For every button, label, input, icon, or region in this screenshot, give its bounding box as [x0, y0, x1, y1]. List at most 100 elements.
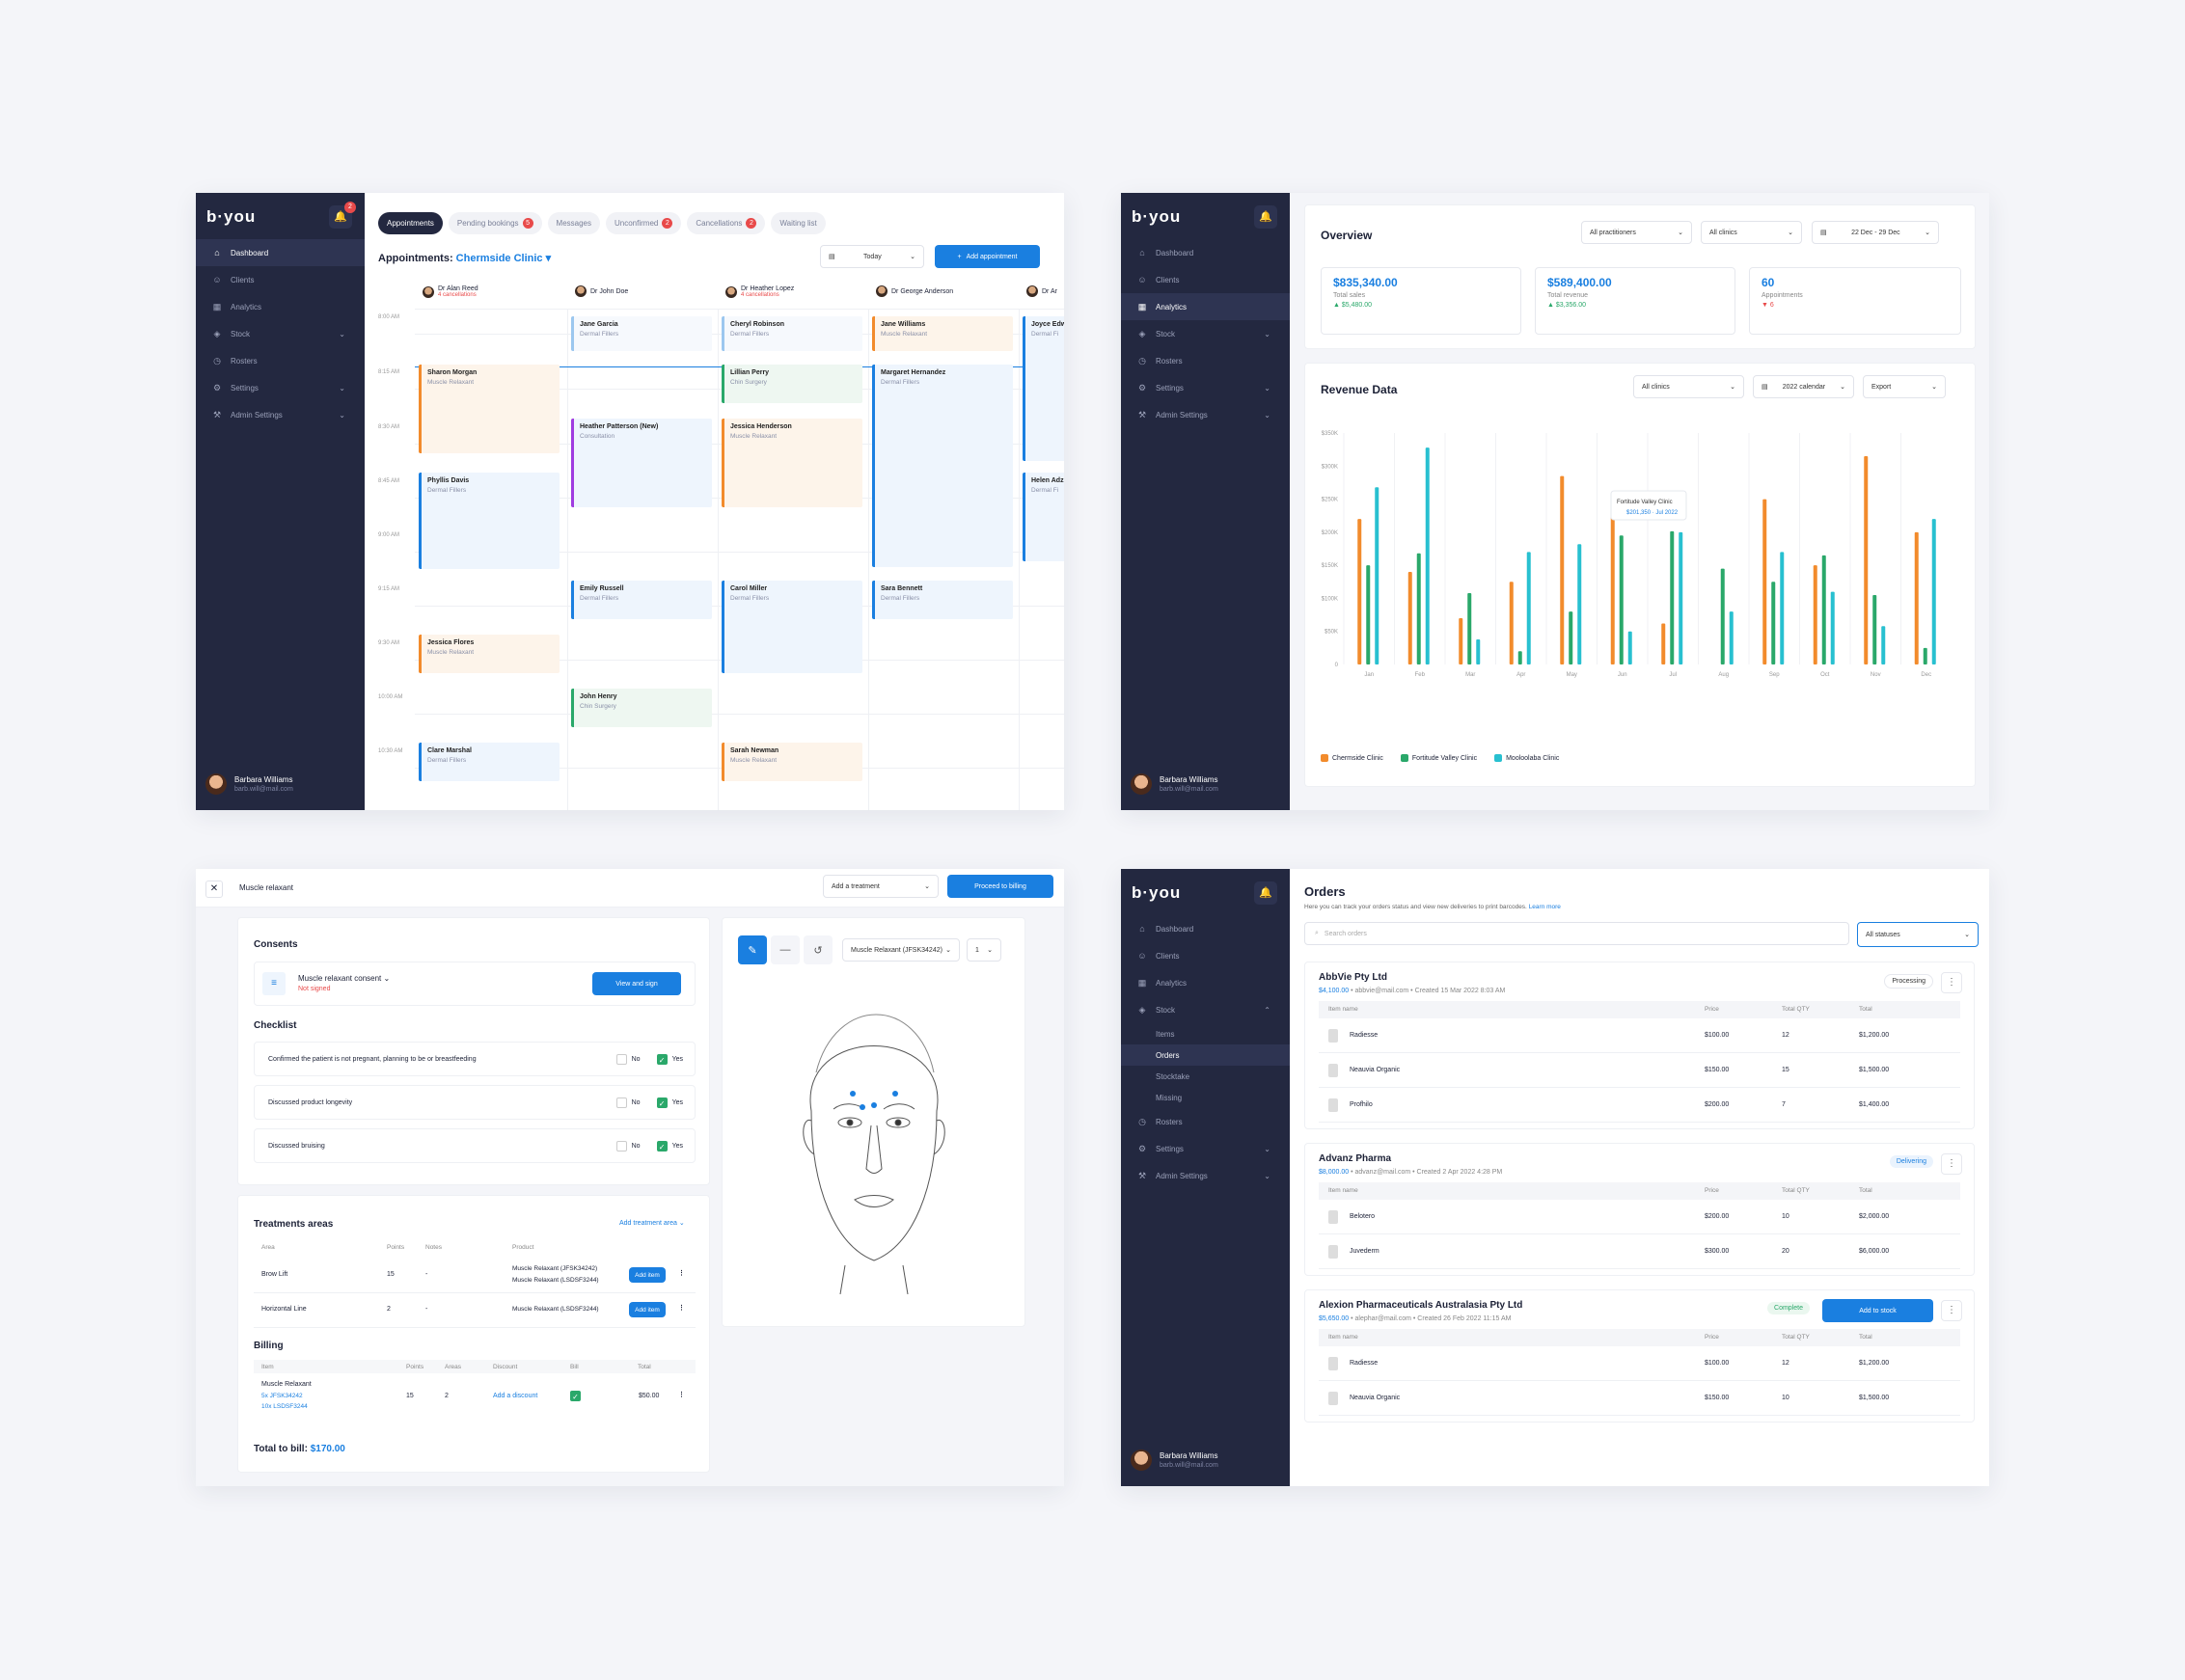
nav-stocktake[interactable]: Stocktake	[1121, 1066, 1290, 1087]
nav-stock[interactable]: ◈ Stock ⌃	[1121, 996, 1290, 1023]
more-options-button[interactable]: ⋮	[1941, 972, 1962, 993]
nav-clients[interactable]: ☺ Clients	[196, 266, 365, 293]
nav-clients[interactable]: ☺ Clients	[1121, 942, 1290, 969]
kebab-icon[interactable]: ⋮	[678, 1392, 685, 1398]
appointment-card[interactable]: Jane Williams Muscle Relaxant	[872, 316, 1013, 351]
line-tool-button[interactable]: —	[771, 935, 800, 964]
nav-dashboard[interactable]: ⌂ Dashboard	[1121, 915, 1290, 942]
clinic-select[interactable]: All clinics ⌄	[1701, 221, 1802, 244]
user-profile[interactable]: Barbara Williams barb.will@mail.com	[1131, 773, 1218, 795]
nav-stock[interactable]: ◈ Stock ⌄	[196, 320, 365, 347]
nav-missing[interactable]: Missing	[1121, 1087, 1290, 1108]
tab-1[interactable]: Pending bookings 5	[448, 212, 542, 234]
add-discount-link[interactable]: Add a discount	[493, 1393, 538, 1399]
appointment-card[interactable]: Sharon Morgan Muscle Relaxant	[419, 365, 560, 453]
no-checkbox[interactable]	[615, 1140, 627, 1152]
tab-2[interactable]: Messages	[547, 212, 600, 234]
kebab-icon[interactable]: ⋮	[678, 1305, 685, 1312]
more-options-button[interactable]: ⋮	[1941, 1153, 1962, 1175]
no-checkbox[interactable]	[615, 1097, 627, 1108]
yes-checkbox[interactable]: ✓	[656, 1097, 668, 1108]
appointment-card[interactable]: Sarah Newman Muscle Relaxant	[722, 743, 862, 781]
appointment-card[interactable]: Joyce Edw Dermal Fi	[1023, 316, 1064, 461]
nav-settings[interactable]: ⚙ Settings ⌄	[196, 374, 365, 401]
notification-button[interactable]: 🔔 2	[329, 202, 356, 229]
nav-admin-settings[interactable]: ⚒ Admin Settings ⌄	[1121, 1162, 1290, 1189]
nav-rosters[interactable]: ◷ Rosters	[1121, 347, 1290, 374]
more-options-button[interactable]: ⋮	[1941, 1300, 1962, 1321]
nav-admin-settings[interactable]: ⚒ Admin Settings ⌄	[1121, 401, 1290, 428]
nav-analytics[interactable]: ▦ Analytics	[196, 293, 365, 320]
product-select[interactable]: Muscle Relaxant (JFSK34242) ⌄	[842, 938, 960, 962]
close-icon[interactable]: ✕	[205, 881, 223, 898]
appointment-card[interactable]: Cheryl Robinson Dermal Fillers	[722, 316, 862, 351]
area-product[interactable]: Muscle Relaxant (LSDSF3244)	[512, 1277, 599, 1284]
nav-dashboard[interactable]: ⌂ Dashboard	[196, 239, 365, 266]
appointment-card[interactable]: Lillian Perry Chin Surgery	[722, 365, 862, 403]
tab-0[interactable]: Appointments	[378, 212, 443, 234]
appointment-card[interactable]: Jane Garcia Dermal Fillers	[571, 316, 712, 351]
search-input[interactable]: ⌕ Search orders	[1304, 922, 1849, 945]
no-checkbox[interactable]	[615, 1053, 627, 1065]
area-product[interactable]: Muscle Relaxant (JFSK34242)	[512, 1265, 598, 1272]
tab-5[interactable]: Waiting list	[771, 212, 826, 234]
nav-rosters[interactable]: ◷ Rosters	[196, 347, 365, 374]
quantity-select[interactable]: 1 ⌄	[967, 938, 1001, 962]
appointment-card[interactable]: Emily Russell Dermal Fillers	[571, 581, 712, 619]
undo-button[interactable]: ↺	[804, 935, 833, 964]
revenue-clinic-select[interactable]: All clinics ⌄	[1633, 375, 1744, 398]
consent-name[interactable]: Muscle relaxant consent ⌄	[298, 974, 390, 983]
status-filter-select[interactable]: All statuses ⌄	[1857, 922, 1979, 947]
view-and-sign-button[interactable]: View and sign	[592, 972, 681, 995]
nav-analytics[interactable]: ▦ Analytics	[1121, 969, 1290, 996]
proceed-to-billing-button[interactable]: Proceed to billing	[947, 875, 1053, 898]
appointment-card[interactable]: Jessica Flores Muscle Relaxant	[419, 635, 560, 673]
chevron-down-icon: ⌄	[1964, 932, 1970, 938]
add-item-button[interactable]: Add item	[629, 1267, 666, 1283]
date-range-select[interactable]: ▤ 22 Dec - 29 Dec ⌄	[1812, 221, 1939, 244]
bill-checkbox[interactable]: ✓	[570, 1391, 581, 1401]
nav-settings[interactable]: ⚙ Settings ⌄	[1121, 1135, 1290, 1162]
x-tick-label: Sep	[1769, 672, 1780, 678]
add-appointment-button[interactable]: + Add appointment	[935, 245, 1040, 268]
appointment-card[interactable]: Helen Adz Dermal Fi	[1023, 473, 1064, 561]
nav-settings[interactable]: ⚙ Settings ⌄	[1121, 374, 1290, 401]
nav-analytics[interactable]: ▦ Analytics	[1121, 293, 1290, 320]
clinic-selector[interactable]: Chermside Clinic	[455, 253, 543, 264]
nav-items[interactable]: Items	[1121, 1023, 1290, 1044]
nav-clients[interactable]: ☺ Clients	[1121, 266, 1290, 293]
notification-button[interactable]: 🔔	[1254, 205, 1277, 229]
learn-more-link[interactable]: Learn more	[1528, 904, 1561, 910]
add-treatment-area-link[interactable]: Add treatment area ⌄	[619, 1219, 685, 1227]
appointment-card[interactable]: Heather Patterson (New) Consultation	[571, 419, 712, 507]
tab-3[interactable]: Unconfirmed 2	[606, 212, 682, 234]
appointment-card[interactable]: Sara Bennett Dermal Fillers	[872, 581, 1013, 619]
appointment-card[interactable]: John Henry Chin Surgery	[571, 689, 712, 727]
export-button[interactable]: Export ⌄	[1863, 375, 1946, 398]
add-treatment-select[interactable]: Add a treatment ⌄	[823, 875, 939, 898]
tab-4[interactable]: Cancellations 2	[687, 212, 766, 234]
user-profile[interactable]: Barbara Williams barb.will@mail.com	[205, 773, 293, 795]
user-profile[interactable]: Barbara Williams barb.will@mail.com	[1131, 1450, 1218, 1471]
yes-checkbox[interactable]: ✓	[656, 1140, 668, 1152]
pen-tool-button[interactable]: ✎	[738, 935, 767, 964]
practitioner-select[interactable]: All practitioners ⌄	[1581, 221, 1692, 244]
appointment-card[interactable]: Margaret Hernandez Dermal Fillers	[872, 365, 1013, 567]
yes-checkbox[interactable]: ✓	[656, 1053, 668, 1065]
area-product[interactable]: Muscle Relaxant (LSDSF3244)	[512, 1306, 599, 1313]
add-to-stock-button[interactable]: Add to stock	[1822, 1299, 1933, 1322]
nav-orders[interactable]: Orders	[1121, 1044, 1290, 1066]
nav-stock[interactable]: ◈ Stock ⌄	[1121, 320, 1290, 347]
kebab-icon[interactable]: ⋮	[678, 1270, 685, 1277]
date-select[interactable]: ▤ Today ⌄	[820, 245, 924, 268]
nav-admin-settings[interactable]: ⚒ Admin Settings ⌄	[196, 401, 365, 428]
appointment-card[interactable]: Phyllis Davis Dermal Fillers	[419, 473, 560, 569]
appointment-card[interactable]: Clare Marshal Dermal Fillers	[419, 743, 560, 781]
nav-dashboard[interactable]: ⌂ Dashboard	[1121, 239, 1290, 266]
appointment-card[interactable]: Carol Miller Dermal Fillers	[722, 581, 862, 673]
calendar-select[interactable]: ▤ 2022 calendar ⌄	[1753, 375, 1854, 398]
add-item-button[interactable]: Add item	[629, 1302, 666, 1317]
nav-rosters[interactable]: ◷ Rosters	[1121, 1108, 1290, 1135]
appointment-card[interactable]: Jessica Henderson Muscle Relaxant	[722, 419, 862, 507]
notification-button[interactable]: 🔔	[1254, 881, 1277, 905]
